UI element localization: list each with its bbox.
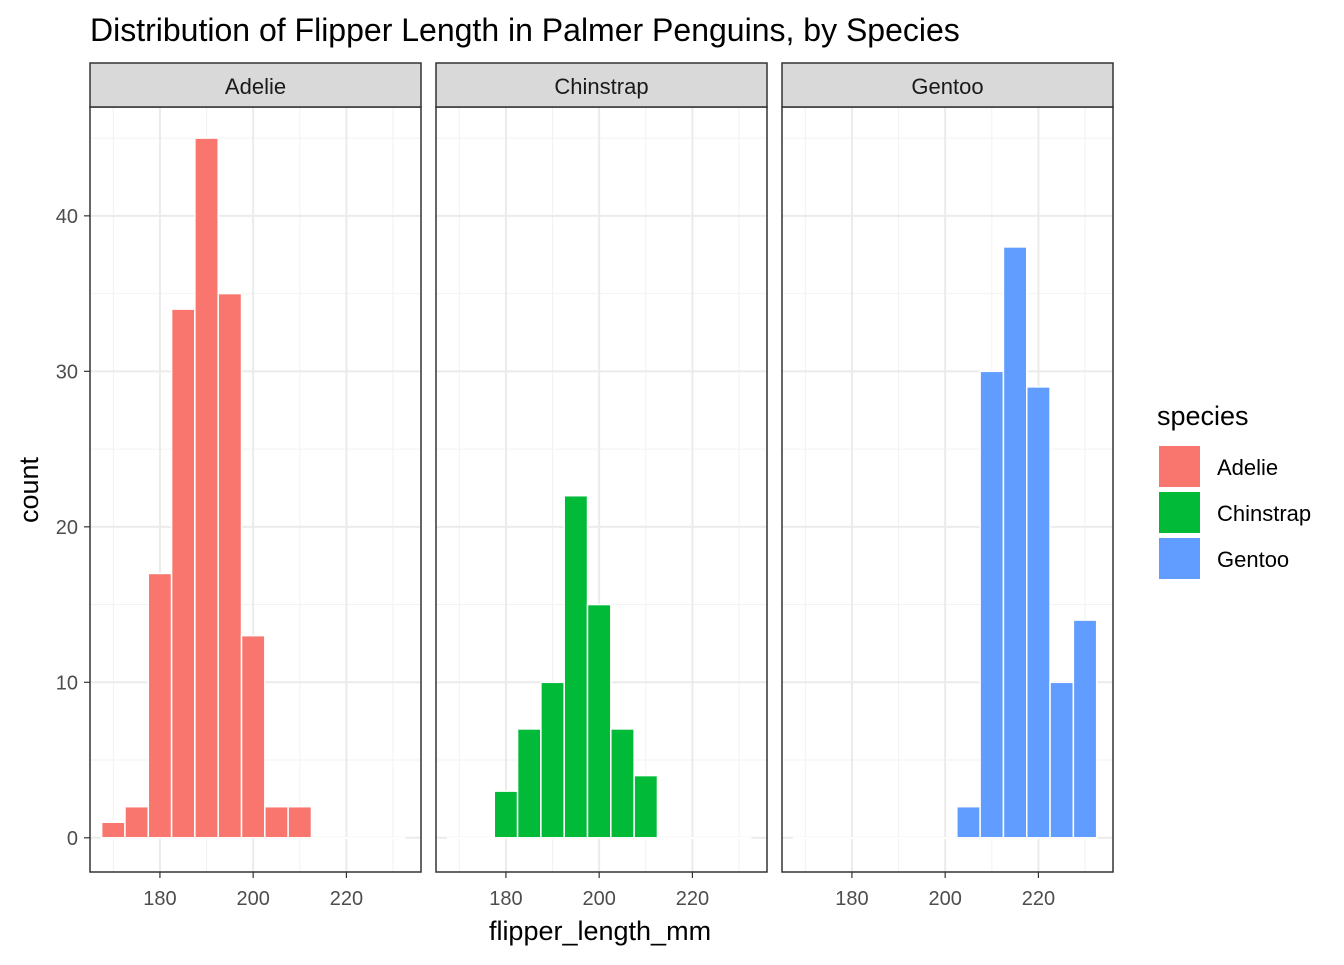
histogram-bar <box>493 790 519 839</box>
legend-label: Chinstrap <box>1217 501 1311 526</box>
histogram-bar <box>240 634 266 839</box>
y-tick-label: 40 <box>56 206 78 228</box>
histogram-bar <box>334 837 359 840</box>
chart-title: Distribution of Flipper Length in Palmer… <box>90 12 960 48</box>
histogram-bar <box>310 837 336 840</box>
histogram-bar <box>287 805 313 839</box>
y-tick-label: 20 <box>56 517 78 539</box>
facet-panel-chinstrap: Chinstrap 180 200 220 <box>435 62 768 910</box>
facet-strip-label: Chinstrap <box>554 74 648 99</box>
y-tick-label: 30 <box>56 361 78 383</box>
histogram-bar <box>100 821 126 839</box>
histogram-bar <box>979 370 1005 839</box>
histogram-bar <box>147 572 173 839</box>
histogram-bar <box>839 837 865 840</box>
x-tick-label: 200 <box>236 888 269 910</box>
histogram-bar <box>540 681 565 839</box>
histogram-bar <box>563 494 589 839</box>
facet-strip <box>89 62 422 108</box>
histogram-bar <box>194 137 219 839</box>
histogram-bar <box>703 837 729 840</box>
x-tick-label: 220 <box>330 888 363 910</box>
legend-item-adelie: Adelie <box>1159 446 1278 487</box>
histogram-bar <box>886 837 911 840</box>
facet-strip-label: Adelie <box>225 74 286 99</box>
histogram-bar <box>932 837 958 840</box>
x-tick-label: 200 <box>582 888 615 910</box>
x-tick-label: 180 <box>143 888 176 910</box>
legend-key <box>1159 446 1200 487</box>
y-tick-label: 0 <box>67 828 78 850</box>
x-tick-label: 220 <box>676 888 709 910</box>
y-axis-title: count <box>14 456 44 523</box>
legend: species Adelie Chinstrap Gentoo <box>1157 401 1311 579</box>
histogram-bar <box>217 292 243 839</box>
histogram-bar <box>956 805 981 839</box>
facet-strip <box>435 62 768 108</box>
histogram-bar <box>816 837 842 840</box>
histogram-bar <box>124 805 150 839</box>
facet-panel-adelie: Adelie 180 200 220 <box>89 62 422 910</box>
x-tick-label: 180 <box>835 888 868 910</box>
legend-key <box>1159 492 1200 533</box>
legend-label: Adelie <box>1217 455 1278 480</box>
legend-item-gentoo: Gentoo <box>1159 538 1289 579</box>
x-tick-label: 180 <box>489 888 522 910</box>
histogram-bar <box>1072 619 1098 839</box>
x-tick-label: 220 <box>1022 888 1055 910</box>
histogram-bar <box>1002 246 1028 839</box>
histogram-bar <box>264 805 289 839</box>
legend-label: Gentoo <box>1217 547 1289 572</box>
histogram-bar <box>357 837 383 840</box>
histogram-bar <box>633 774 659 839</box>
histogram-bar <box>909 837 935 840</box>
y-tick-label: 10 <box>56 672 78 694</box>
x-axis-title: flipper_length_mm <box>489 916 711 946</box>
histogram-bar <box>1049 681 1075 839</box>
facet-panel-gentoo: Gentoo 180 200 220 <box>781 62 1114 910</box>
legend-item-chinstrap: Chinstrap <box>1159 492 1311 533</box>
facet-panels: Adelie 180 200 220 Chinstrap 180 200 220 Gentoo 1… <box>89 62 1114 910</box>
histogram-bar <box>470 837 496 840</box>
histogram-bar <box>516 728 542 839</box>
x-tick-label: 200 <box>928 888 961 910</box>
histogram-bar <box>656 837 682 840</box>
histogram-bar <box>380 837 406 840</box>
histogram-bar <box>170 308 196 839</box>
histogram-bar <box>726 837 752 840</box>
legend-title: species <box>1157 401 1249 431</box>
histogram-bar <box>446 837 472 840</box>
histogram-bar <box>792 837 818 840</box>
legend-key <box>1159 538 1200 579</box>
histogram-bar <box>680 837 705 840</box>
histogram-bar <box>862 837 888 840</box>
facet-strip <box>781 62 1114 108</box>
histogram-bar <box>610 728 635 839</box>
histogram-bar <box>586 603 612 839</box>
histogram-bar <box>1026 386 1051 839</box>
facet-strip-label: Gentoo <box>911 74 983 99</box>
